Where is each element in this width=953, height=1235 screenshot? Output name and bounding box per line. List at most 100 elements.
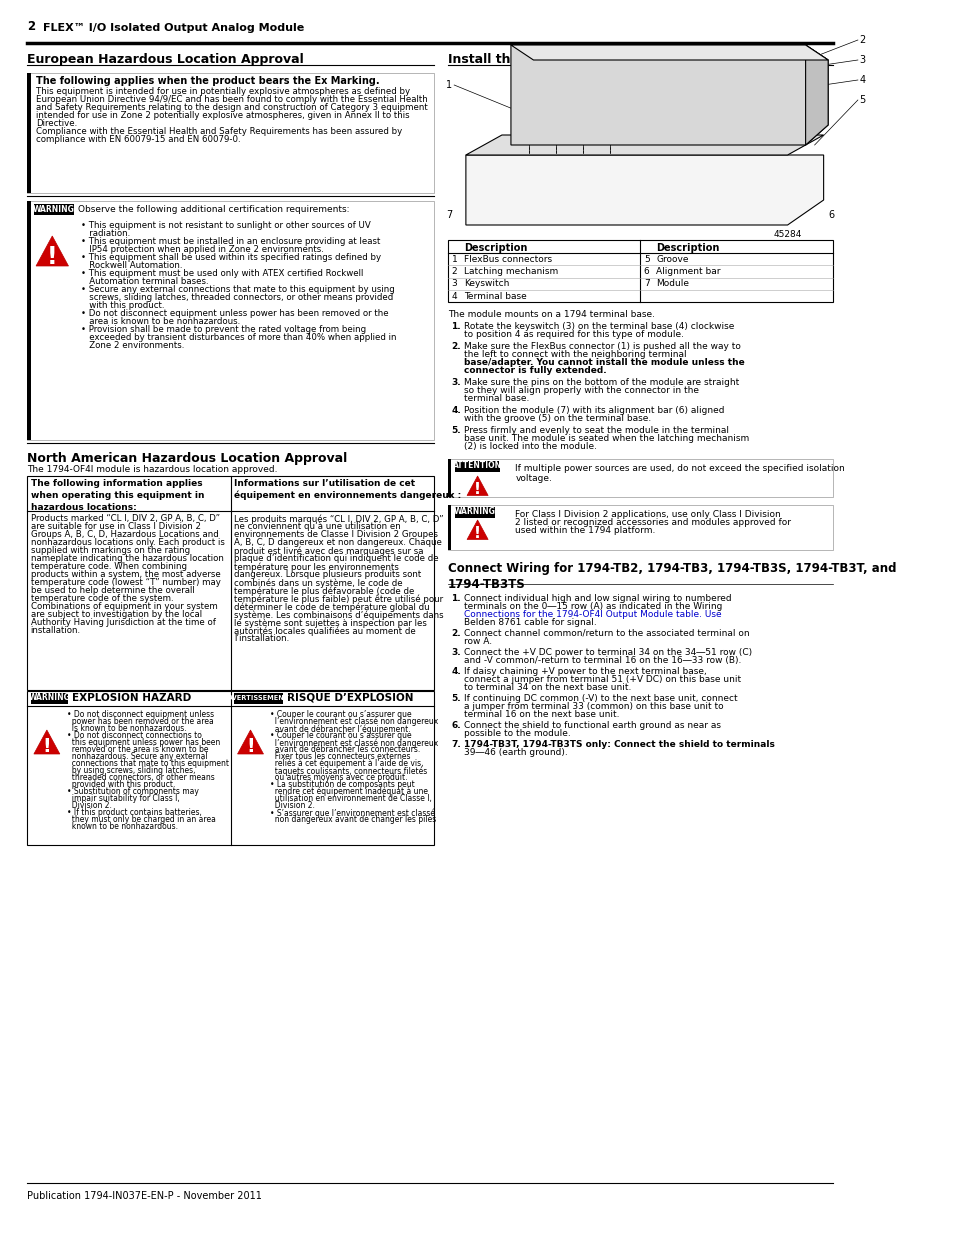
Text: they must only be charged in an area: they must only be charged in an area xyxy=(67,815,215,824)
Text: RISQUE D’EXPLOSION: RISQUE D’EXPLOSION xyxy=(286,693,413,703)
Text: • This equipment must be installed in an enclosure providing at least: • This equipment must be installed in an… xyxy=(81,237,380,246)
Text: 2: 2 xyxy=(859,35,865,44)
Text: Connect the shield to functional earth ground as near as: Connect the shield to functional earth g… xyxy=(463,721,720,730)
Text: Compliance with the Essential Health and Safety Requirements has been assured by: Compliance with the Essential Health and… xyxy=(36,127,402,136)
Text: possible to the module.: possible to the module. xyxy=(463,729,570,739)
Text: • Couper le courant ou s’assurer que: • Couper le courant ou s’assurer que xyxy=(270,731,412,740)
Text: Division 2.: Division 2. xyxy=(270,802,314,810)
Text: !: ! xyxy=(474,482,480,498)
Text: by using screws, sliding latches,: by using screws, sliding latches, xyxy=(67,766,195,776)
Text: This equipment is intended for use in potentially explosive atmospheres as defin: This equipment is intended for use in po… xyxy=(36,86,410,96)
Text: AVERTISSEMENT: AVERTISSEMENT xyxy=(228,695,289,701)
Text: products within a system, the most adverse: products within a system, the most adver… xyxy=(30,571,220,579)
Text: 3.: 3. xyxy=(451,378,460,387)
Polygon shape xyxy=(465,135,822,156)
Text: température le plus défavorable (code de: température le plus défavorable (code de xyxy=(234,585,415,595)
Text: 7: 7 xyxy=(446,210,452,220)
Text: be used to help determine the overall: be used to help determine the overall xyxy=(30,585,194,595)
Polygon shape xyxy=(804,44,827,144)
Text: l’installation.: l’installation. xyxy=(234,634,290,643)
Text: • Couper le courant ou s’assurer que: • Couper le courant ou s’assurer que xyxy=(270,710,412,719)
Text: 3: 3 xyxy=(451,279,456,289)
Text: If multiple power sources are used, do not exceed the specified isolation
voltag: If multiple power sources are used, do n… xyxy=(515,464,844,483)
Text: known to be nonhazardous.: known to be nonhazardous. xyxy=(67,823,177,831)
Text: • Secure any external connections that mate to this equipment by using: • Secure any external connections that m… xyxy=(81,285,395,294)
Text: with this product.: with this product. xyxy=(81,301,165,310)
Text: Press firmly and evenly to seat the module in the terminal: Press firmly and evenly to seat the modu… xyxy=(463,426,728,435)
Text: l’environnement est classé non dangereux: l’environnement est classé non dangereux xyxy=(270,739,438,747)
Text: Authority Having Jurisdiction at the time of: Authority Having Jurisdiction at the tim… xyxy=(30,618,215,627)
Text: Belden 8761 cable for signal.: Belden 8761 cable for signal. xyxy=(463,618,597,627)
Text: to terminal 34 on the next base unit.: to terminal 34 on the next base unit. xyxy=(463,683,631,692)
Bar xyxy=(34,204,73,215)
Text: terminals on the 0―15 row (A) as indicated in the Wiring: terminals on the 0―15 row (A) as indicat… xyxy=(463,601,721,611)
Text: compliance with EN 60079-15 and EN 60079-0.: compliance with EN 60079-15 and EN 60079… xyxy=(36,135,240,144)
Polygon shape xyxy=(467,475,488,495)
Text: Publication 1794-IN037E-EN-P - November 2011: Publication 1794-IN037E-EN-P - November … xyxy=(27,1191,262,1200)
Text: base/adapter. You cannot install the module unless the: base/adapter. You cannot install the mod… xyxy=(463,358,744,367)
Text: ne conviennent qu’à une utilisation en: ne conviennent qu’à une utilisation en xyxy=(234,522,400,531)
Bar xyxy=(447,459,451,496)
Text: installation.: installation. xyxy=(30,626,81,635)
Bar xyxy=(27,201,30,440)
Text: nonhazardous locations only. Each product is: nonhazardous locations only. Each produc… xyxy=(30,538,224,547)
Text: avant de débrancher les connecteurs.: avant de débrancher les connecteurs. xyxy=(270,745,420,755)
Text: Combinations of equipment in your system: Combinations of equipment in your system xyxy=(30,601,217,611)
Text: dangereux. Lorsque plusieurs produits sont: dangereux. Lorsque plusieurs produits so… xyxy=(234,571,421,579)
Bar xyxy=(27,692,434,845)
Text: area is known to be nonhazardous.: area is known to be nonhazardous. xyxy=(81,317,240,326)
Text: Rotate the keyswitch (3) on the terminal base (4) clockwise: Rotate the keyswitch (3) on the terminal… xyxy=(463,322,734,331)
Text: 4: 4 xyxy=(451,291,456,301)
Text: • La substitution de composants peut: • La substitution de composants peut xyxy=(270,781,415,789)
Text: 1.: 1. xyxy=(451,322,460,331)
Text: 6.: 6. xyxy=(451,721,460,730)
Text: nameplate indicating the hazardous location: nameplate indicating the hazardous locat… xyxy=(30,555,223,563)
Text: Alignment bar: Alignment bar xyxy=(656,267,720,277)
Bar xyxy=(30,693,69,704)
Bar xyxy=(27,73,30,193)
Text: environnements de Classe I Division 2 Groupes: environnements de Classe I Division 2 Gr… xyxy=(234,530,437,538)
Text: 4.: 4. xyxy=(451,406,460,415)
Text: is known to be nonhazardous.: is known to be nonhazardous. xyxy=(67,724,186,734)
Text: removed or the area is known to be: removed or the area is known to be xyxy=(67,745,208,755)
Text: Latching mechanism: Latching mechanism xyxy=(463,267,558,277)
Text: taquets coulissants, connecteurs filetés: taquets coulissants, connecteurs filetés xyxy=(270,766,427,776)
Text: 2.: 2. xyxy=(451,342,460,351)
Text: (2) is locked into the module.: (2) is locked into the module. xyxy=(463,442,597,451)
Text: exceeded by transient disturbances of more than 40% when applied in: exceeded by transient disturbances of mo… xyxy=(81,333,396,342)
Text: 6: 6 xyxy=(643,267,649,277)
Bar xyxy=(447,505,451,550)
Text: utilisation en environnement de Classe I,: utilisation en environnement de Classe I… xyxy=(270,794,432,803)
Text: Connect individual high and low signal wiring to numbered: Connect individual high and low signal w… xyxy=(463,594,731,603)
Text: and Safety Requirements relating to the design and construction of Category 3 eq: and Safety Requirements relating to the … xyxy=(36,103,427,112)
Text: row A.: row A. xyxy=(463,637,492,646)
Text: rendre cet équipement inadéquat à une: rendre cet équipement inadéquat à une xyxy=(270,787,428,797)
Text: Fixer tous les connecteurs externes: Fixer tous les connecteurs externes xyxy=(270,752,411,761)
Text: The module mounts on a 1794 terminal base.: The module mounts on a 1794 terminal bas… xyxy=(447,310,654,319)
Polygon shape xyxy=(511,44,827,61)
Text: Description: Description xyxy=(656,243,720,253)
Text: A, B, C, D dangereux et non dangereux. Chaque: A, B, C, D dangereux et non dangereux. C… xyxy=(234,538,441,547)
Text: Directive.: Directive. xyxy=(36,119,77,128)
Text: • Do not disconnect equipment unless power has been removed or the: • Do not disconnect equipment unless pow… xyxy=(81,309,388,317)
Text: • This equipment shall be used within its specified ratings defined by: • This equipment shall be used within it… xyxy=(81,253,381,262)
Text: European Union Directive 94/9/EC and has been found to comply with the Essential: European Union Directive 94/9/EC and has… xyxy=(36,95,427,104)
Bar xyxy=(27,475,434,690)
Text: If daisy chaining +V power to the next terminal base,: If daisy chaining +V power to the next t… xyxy=(463,667,706,676)
Bar xyxy=(447,505,832,550)
Text: 5.: 5. xyxy=(451,694,460,703)
Text: are subject to investigation by the local: are subject to investigation by the loca… xyxy=(30,610,201,619)
Text: terminal base.: terminal base. xyxy=(463,394,529,403)
Text: terminal 16 on the next base unit.: terminal 16 on the next base unit. xyxy=(463,710,618,719)
Text: !: ! xyxy=(47,245,57,269)
Text: intended for use in Zone 2 potentially explosive atmospheres, given in Annex II : intended for use in Zone 2 potentially e… xyxy=(36,111,409,120)
Text: autorités locales qualifiées au moment de: autorités locales qualifiées au moment d… xyxy=(234,626,416,636)
Polygon shape xyxy=(36,236,69,266)
Text: Connect Wiring for 1794-TB2, 1794-TB3, 1794-TB3S, 1794-TB3T, and
1794-TB3TS: Connect Wiring for 1794-TB2, 1794-TB3, 1… xyxy=(447,562,896,592)
Text: 5.: 5. xyxy=(451,426,460,435)
Text: The 1794-OF4I module is hazardous location approved.: The 1794-OF4I module is hazardous locati… xyxy=(27,466,277,474)
Text: Groove: Groove xyxy=(656,254,688,264)
Text: The following applies when the product bears the Ex Marking.: The following applies when the product b… xyxy=(36,77,379,86)
Text: Automation terminal bases.: Automation terminal bases. xyxy=(81,277,209,287)
Text: plaque d’identification qui indiquent le code de: plaque d’identification qui indiquent le… xyxy=(234,555,438,563)
